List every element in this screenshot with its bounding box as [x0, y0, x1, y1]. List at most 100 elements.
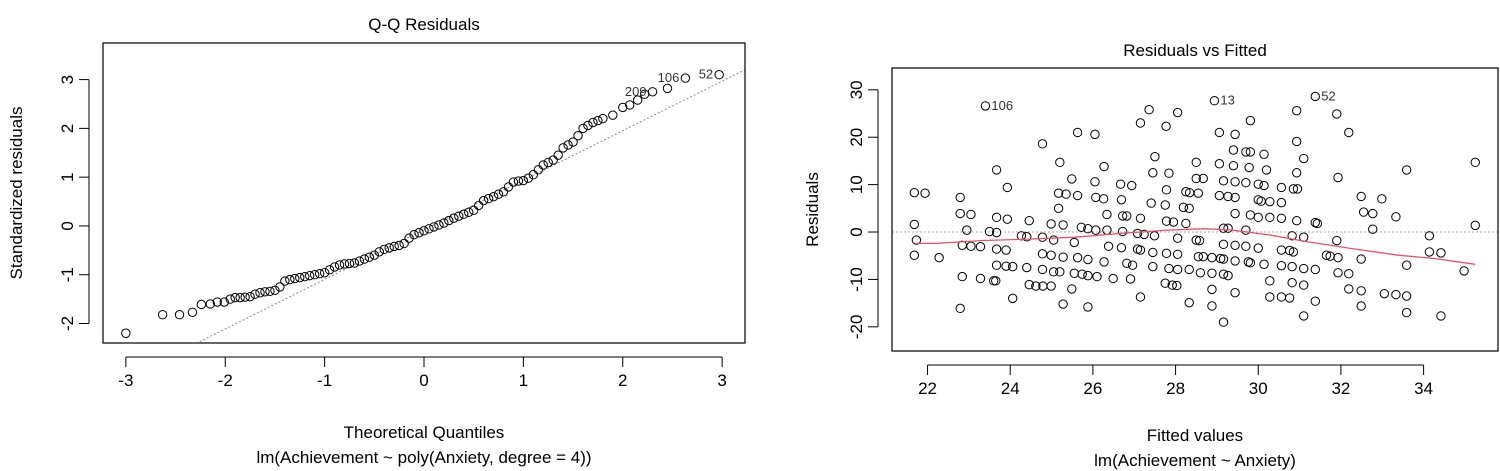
data-point — [588, 117, 598, 128]
data-point — [1276, 197, 1287, 208]
data-point — [573, 130, 583, 141]
data-point — [314, 269, 325, 279]
data-point — [1356, 191, 1366, 202]
qq-residuals-panel: Q-Q Residuals 52 106 209 -3 -2 -1 0 1 2 3 -2 -1 0 1 2 3 T… — [7, 15, 746, 467]
data-point — [1103, 241, 1114, 251]
data-point — [1148, 168, 1158, 178]
y-axis-label: Standardized residuals — [7, 107, 26, 280]
data-point — [598, 113, 608, 124]
data-point — [1132, 228, 1143, 239]
data-point — [1148, 261, 1158, 272]
data-point — [1193, 188, 1204, 198]
data-point — [1127, 180, 1137, 191]
data-point — [1172, 280, 1182, 291]
data-point — [1218, 176, 1229, 186]
data-point — [1287, 231, 1297, 241]
data-point — [219, 297, 229, 307]
data-point — [911, 235, 922, 245]
x-tick-label: 28 — [1166, 379, 1185, 398]
data-point — [578, 123, 588, 134]
data-point — [1265, 212, 1275, 223]
data-point — [1214, 190, 1225, 201]
x-tick-label: 1 — [519, 371, 528, 390]
data-point — [1245, 258, 1256, 268]
data-point — [934, 252, 944, 263]
data-point — [280, 276, 290, 286]
data-point — [1436, 248, 1446, 258]
data-point — [662, 83, 673, 94]
data-point — [1276, 260, 1287, 271]
data-point — [1259, 259, 1269, 269]
data-point — [1092, 271, 1102, 282]
data-point — [1139, 229, 1149, 240]
data-point — [1016, 231, 1027, 241]
data-point — [1091, 192, 1101, 203]
data-point — [225, 294, 235, 304]
data-point — [1102, 225, 1112, 235]
data-point — [1214, 127, 1225, 138]
data-point — [1291, 105, 1302, 116]
chart-title: Residuals vs Fitted — [1123, 41, 1267, 60]
x-axis-label: Theoretical Quantiles — [344, 423, 505, 442]
data-point — [300, 271, 310, 282]
x-axis-label: Fitted values — [1147, 426, 1243, 445]
data-point — [1356, 286, 1366, 296]
data-point — [1191, 235, 1201, 245]
data-point — [533, 165, 543, 175]
data-point — [394, 240, 404, 251]
x-tick-label: 24 — [1001, 379, 1020, 398]
x-tick-label: 34 — [1414, 379, 1433, 398]
data-point — [205, 299, 216, 309]
data-point — [1436, 311, 1446, 321]
data-point — [1218, 254, 1229, 264]
data-point — [1310, 217, 1320, 228]
data-point — [1125, 274, 1136, 284]
data-point — [498, 187, 509, 197]
data-point — [1379, 288, 1390, 299]
data-point — [632, 95, 643, 105]
smooth-trend-line — [916, 228, 1476, 265]
data-point — [305, 270, 315, 281]
data-point — [196, 299, 207, 310]
data-point — [1259, 149, 1269, 159]
data-point — [1181, 218, 1191, 229]
data-point — [988, 276, 999, 286]
data-point — [1184, 264, 1194, 275]
data-point — [1037, 264, 1048, 275]
data-point — [1048, 235, 1059, 245]
data-point — [503, 182, 514, 192]
data-point — [543, 157, 553, 168]
data-point — [1223, 270, 1233, 281]
data-point — [1002, 182, 1013, 193]
data-point — [1161, 248, 1172, 259]
data-point — [270, 285, 280, 296]
data-point — [1321, 250, 1332, 260]
data-point — [714, 70, 724, 80]
data-point — [1207, 268, 1217, 278]
data-point — [1008, 293, 1018, 304]
data-point — [1122, 211, 1132, 221]
data-point — [1288, 184, 1299, 194]
data-point — [1150, 151, 1160, 162]
data-point — [1083, 254, 1093, 265]
data-point — [1172, 249, 1183, 259]
chart-title: Q-Q Residuals — [368, 15, 479, 34]
data-point — [1072, 252, 1083, 263]
data-point — [1424, 231, 1435, 241]
data-point — [1184, 297, 1194, 308]
data-point — [1008, 261, 1018, 272]
data-point — [473, 200, 484, 211]
data-point — [439, 218, 449, 228]
data-point — [523, 173, 534, 183]
data-point — [1470, 157, 1480, 168]
data-point — [1083, 270, 1093, 281]
data-point — [329, 262, 340, 272]
data-point — [1164, 168, 1174, 178]
data-point — [349, 258, 360, 268]
data-point — [324, 265, 335, 275]
x-tick-label: -2 — [218, 371, 233, 390]
x-tick-label: 2 — [618, 371, 627, 390]
data-point — [975, 242, 986, 252]
data-point — [1401, 165, 1412, 175]
data-point — [1356, 301, 1366, 311]
